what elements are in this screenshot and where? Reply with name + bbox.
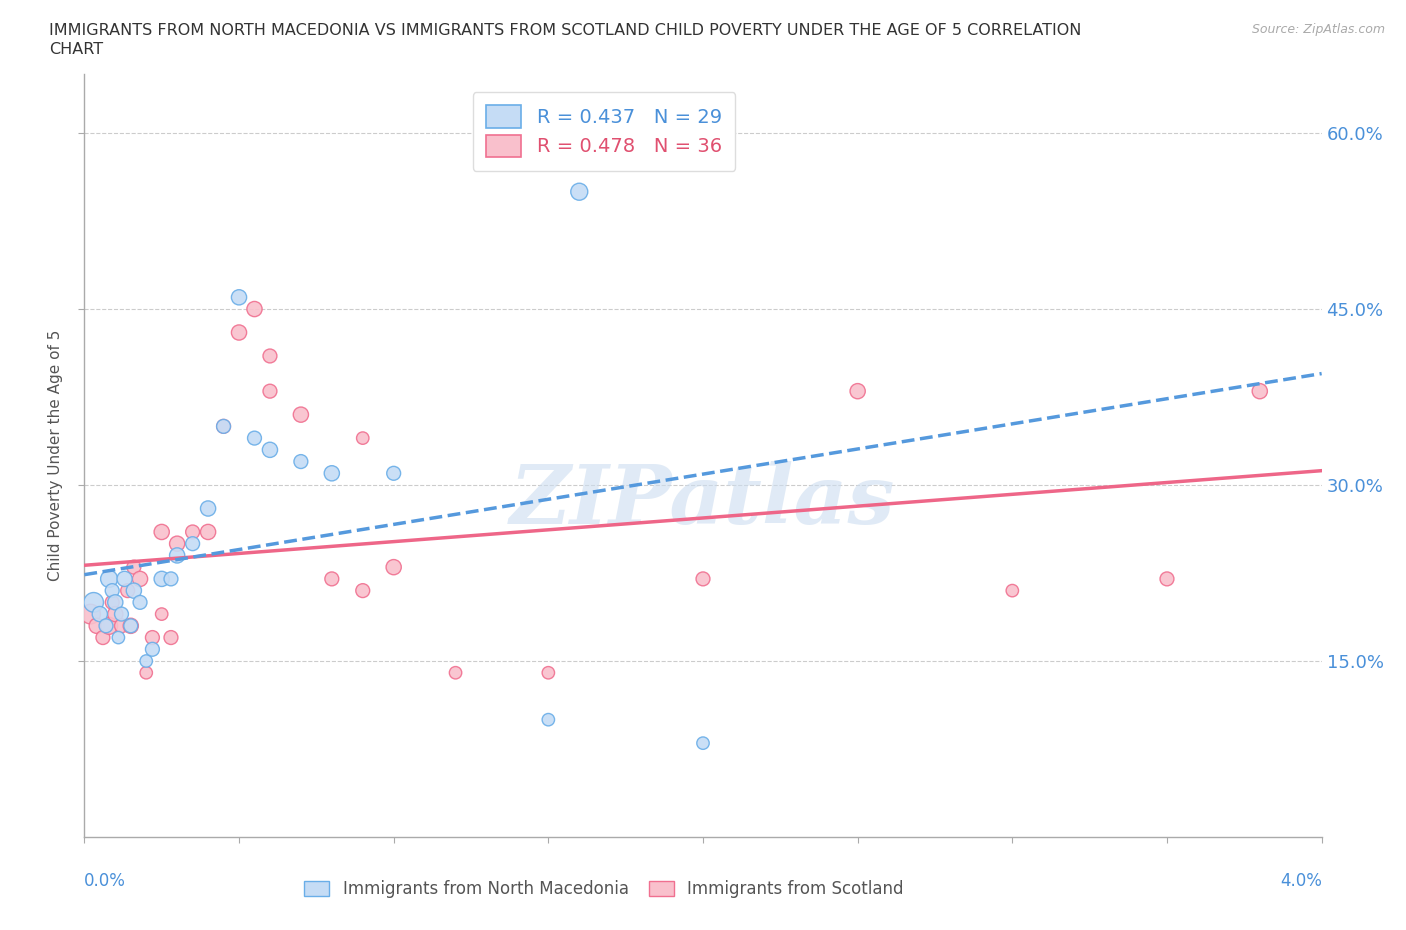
Point: [382, 466, 405, 481]
Point: [290, 407, 312, 422]
Point: [91, 631, 114, 645]
Point: [110, 606, 132, 621]
Point: [1001, 583, 1024, 598]
Point: [228, 290, 250, 305]
Point: [228, 326, 250, 340]
Point: [181, 537, 204, 551]
Point: [692, 571, 714, 586]
Point: [290, 454, 312, 469]
Point: [259, 384, 281, 399]
Point: [129, 595, 152, 610]
Point: [135, 654, 157, 669]
Point: [79, 606, 101, 621]
Point: [122, 560, 145, 575]
Point: [846, 384, 869, 399]
Point: [537, 665, 560, 680]
Point: [243, 301, 266, 316]
Point: [150, 525, 173, 539]
Point: [160, 631, 183, 645]
Point: [352, 583, 374, 598]
Text: IMMIGRANTS FROM NORTH MACEDONIA VS IMMIGRANTS FROM SCOTLAND CHILD POVERTY UNDER : IMMIGRANTS FROM NORTH MACEDONIA VS IMMIG…: [49, 23, 1081, 38]
Point: [83, 595, 105, 610]
Point: [101, 583, 124, 598]
Point: [129, 571, 152, 586]
Point: [122, 583, 145, 598]
Point: [321, 466, 343, 481]
Point: [321, 571, 343, 586]
Text: 0.0%: 0.0%: [84, 871, 127, 890]
Point: [1249, 384, 1271, 399]
Point: [141, 642, 163, 657]
Point: [104, 595, 127, 610]
Point: [197, 501, 219, 516]
Point: [98, 571, 121, 586]
Point: [692, 736, 714, 751]
Point: [86, 618, 108, 633]
Point: [150, 571, 173, 586]
Point: [94, 618, 117, 633]
Point: [259, 349, 281, 364]
Point: [166, 548, 188, 563]
Point: [114, 571, 136, 586]
Point: [150, 606, 173, 621]
Point: [98, 618, 121, 633]
Text: 4.0%: 4.0%: [1279, 871, 1322, 890]
Point: [120, 618, 142, 633]
Point: [107, 631, 129, 645]
Point: [166, 537, 188, 551]
Point: [537, 712, 560, 727]
Legend: Immigrants from North Macedonia, Immigrants from Scotland: Immigrants from North Macedonia, Immigra…: [298, 873, 910, 905]
Point: [117, 583, 139, 598]
Point: [444, 665, 467, 680]
Point: [135, 665, 157, 680]
Point: [120, 618, 142, 633]
Point: [352, 431, 374, 445]
Text: Source: ZipAtlas.com: Source: ZipAtlas.com: [1251, 23, 1385, 36]
Text: ZIPatlas: ZIPatlas: [510, 461, 896, 541]
Text: CHART: CHART: [49, 42, 103, 57]
Point: [181, 525, 204, 539]
Point: [101, 595, 124, 610]
Point: [259, 443, 281, 458]
Point: [104, 606, 127, 621]
Point: [1156, 571, 1178, 586]
Point: [89, 606, 111, 621]
Point: [243, 431, 266, 445]
Point: [141, 631, 163, 645]
Y-axis label: Child Poverty Under the Age of 5: Child Poverty Under the Age of 5: [48, 330, 63, 581]
Point: [110, 618, 132, 633]
Point: [212, 418, 235, 433]
Point: [382, 560, 405, 575]
Point: [212, 418, 235, 433]
Point: [568, 184, 591, 199]
Point: [160, 571, 183, 586]
Point: [197, 525, 219, 539]
